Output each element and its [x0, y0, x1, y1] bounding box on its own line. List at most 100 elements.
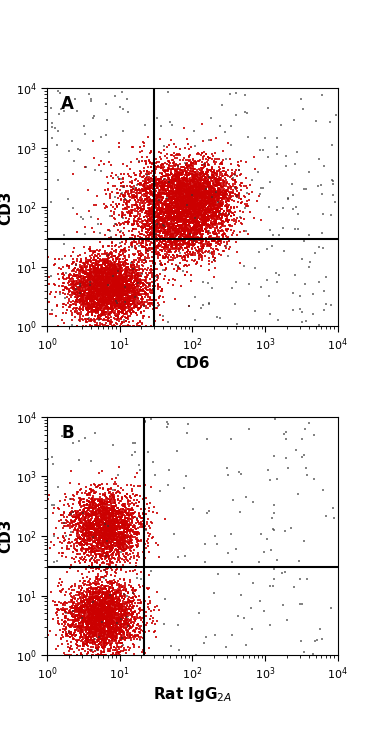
Point: [204, 197, 210, 208]
Point: [125, 503, 131, 515]
Point: [209, 185, 215, 197]
Point: [200, 170, 206, 182]
Point: [130, 258, 136, 270]
Point: [143, 205, 149, 217]
Point: [171, 209, 177, 221]
Point: [60, 277, 66, 289]
Point: [72, 523, 78, 534]
Point: [126, 531, 132, 543]
Point: [105, 602, 111, 614]
Point: [73, 294, 79, 305]
Point: [170, 222, 176, 234]
Point: [87, 302, 93, 314]
Point: [89, 615, 95, 626]
Point: [178, 187, 184, 199]
Point: [132, 240, 138, 252]
Point: [120, 181, 126, 193]
Point: [110, 598, 116, 610]
Point: [97, 236, 103, 247]
Point: [72, 626, 78, 638]
Point: [75, 288, 81, 300]
Point: [101, 620, 107, 632]
Point: [186, 199, 192, 210]
Point: [67, 507, 73, 519]
Point: [99, 478, 105, 489]
Point: [228, 434, 234, 445]
Point: [135, 270, 141, 282]
Point: [114, 263, 120, 275]
Point: [100, 294, 106, 306]
Point: [176, 173, 182, 185]
Point: [116, 277, 122, 289]
Point: [118, 612, 124, 623]
Point: [92, 293, 98, 305]
Point: [106, 588, 112, 600]
Point: [107, 589, 113, 601]
Point: [274, 204, 280, 216]
Point: [94, 262, 100, 274]
Point: [78, 617, 84, 629]
Point: [72, 265, 78, 277]
Point: [97, 276, 103, 288]
Point: [102, 522, 108, 534]
Point: [170, 155, 176, 166]
Point: [224, 177, 230, 188]
Point: [183, 219, 189, 230]
Point: [112, 273, 118, 285]
Point: [129, 530, 135, 542]
Point: [68, 508, 74, 520]
Point: [264, 534, 270, 545]
Point: [79, 541, 85, 553]
Point: [140, 277, 146, 289]
Point: [90, 615, 96, 626]
Point: [120, 613, 126, 625]
Point: [136, 212, 142, 224]
Point: [93, 199, 99, 210]
Point: [205, 238, 211, 250]
Point: [98, 595, 104, 607]
Point: [184, 177, 190, 189]
Point: [121, 314, 127, 325]
Point: [184, 228, 190, 240]
Point: [125, 531, 131, 542]
Point: [102, 520, 108, 531]
Point: [169, 222, 175, 234]
Point: [117, 550, 123, 562]
Point: [105, 515, 111, 527]
Point: [103, 615, 109, 627]
Point: [97, 612, 103, 623]
Point: [160, 291, 166, 302]
Point: [168, 180, 174, 191]
Point: [180, 194, 186, 206]
Point: [191, 239, 197, 251]
Point: [101, 286, 107, 297]
Point: [130, 219, 136, 231]
Point: [97, 607, 103, 619]
Point: [117, 533, 123, 545]
Point: [96, 289, 102, 301]
Point: [64, 543, 70, 555]
Point: [105, 627, 111, 639]
Point: [190, 205, 196, 217]
Point: [209, 255, 215, 267]
Point: [100, 603, 106, 615]
Point: [117, 581, 123, 592]
Point: [99, 310, 105, 322]
Point: [204, 183, 210, 194]
Point: [205, 192, 211, 204]
Point: [81, 595, 87, 607]
Point: [166, 169, 172, 181]
Point: [162, 235, 168, 247]
Point: [102, 603, 108, 615]
Point: [220, 215, 226, 227]
Point: [95, 289, 101, 300]
Point: [171, 159, 177, 171]
Point: [111, 577, 117, 589]
Point: [117, 257, 123, 269]
Point: [199, 192, 205, 204]
Point: [71, 628, 77, 640]
Point: [190, 233, 196, 245]
Point: [114, 296, 120, 308]
Point: [92, 532, 98, 544]
Point: [111, 649, 117, 661]
